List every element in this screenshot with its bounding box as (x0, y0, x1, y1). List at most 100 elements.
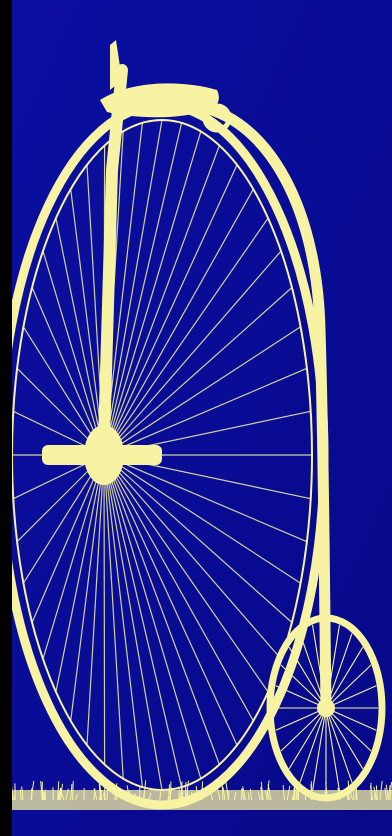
big-wheel-spoke (103, 454, 269, 693)
big-wheel-spoke (103, 122, 183, 456)
grass-blade (75, 793, 79, 801)
left-border (0, 0, 12, 836)
penny-farthing-icon (12, 0, 392, 836)
small-wheel-spoke (325, 664, 372, 709)
grass-blade (65, 788, 69, 801)
grass-blade (234, 792, 237, 801)
grass-blade (52, 787, 54, 801)
small-wheel-spoke (280, 664, 327, 709)
handlebar (110, 40, 122, 90)
grass-blade (286, 785, 291, 801)
grass-blade (222, 787, 226, 801)
big-wheel-spoke (103, 454, 106, 765)
grass-blade (369, 785, 374, 801)
grass-blade (221, 784, 224, 801)
grass-blade (57, 781, 60, 801)
big-wheel-spoke (55, 454, 105, 693)
grass-blade (148, 792, 152, 801)
big-wheel-spoke (103, 188, 254, 456)
saddle-spring-ring (202, 103, 232, 133)
big-wheel-spoke (103, 217, 269, 456)
background (12, 0, 392, 836)
grass-blade (103, 793, 106, 801)
grass-blade (58, 788, 62, 801)
big-wheel-spoke (42, 454, 105, 660)
grass-blade (12, 788, 14, 801)
frame-backbone (181, 99, 332, 714)
grass-blade (159, 791, 162, 801)
small-wheel-spoke (275, 685, 327, 709)
big-wheel-spoke (103, 454, 202, 779)
small-wheel-spoke (325, 707, 353, 783)
big-wheel-spoke (103, 164, 238, 456)
small-wheel-spoke (325, 707, 377, 731)
big-wheel-spoke (31, 454, 105, 623)
grass-blade (180, 781, 183, 801)
grass-blade (353, 792, 355, 801)
saddle (100, 83, 219, 118)
grass-blade (375, 785, 378, 801)
small-wheel-spoke (325, 707, 341, 792)
small-wheel-spoke (325, 685, 377, 709)
big-wheel-spoke (103, 454, 124, 779)
grass-blade (168, 784, 170, 801)
grass-blade (373, 786, 378, 801)
big-wheel-spoke (103, 454, 301, 584)
grass-blade (98, 783, 101, 801)
grass-blade (72, 781, 74, 801)
grass-blade (42, 790, 46, 801)
small-wheel-spoke (275, 707, 327, 731)
grass-blade (57, 787, 62, 801)
small-wheel-spoke (299, 707, 327, 783)
big-wheel-spoke (103, 454, 143, 788)
big-wheel-spoke (103, 454, 163, 791)
grass-blade (249, 788, 253, 801)
grass-blade (240, 788, 244, 801)
big-wheel-spoke (103, 250, 282, 456)
small-wheel-spoke (325, 707, 364, 770)
big-wheel-spoke (55, 217, 105, 456)
big-wheel-spoke (103, 454, 254, 722)
grass-blade (260, 787, 264, 801)
grass-blade (21, 786, 24, 801)
grass-blade (240, 788, 245, 801)
grass-blade (225, 781, 230, 801)
grass-blade (143, 780, 147, 801)
grass-blade (59, 783, 63, 801)
grass-blade (266, 780, 270, 801)
big-wheel-spoke (31, 287, 105, 456)
big-wheel-spoke (86, 454, 105, 746)
grass-blade (267, 784, 272, 801)
small-wheel-spoke (288, 646, 327, 709)
small-wheel-spoke (325, 707, 372, 752)
big-wheel-spoke (70, 189, 105, 456)
big-wheel-spoke (103, 145, 220, 456)
bicycle-illustration (12, 0, 392, 836)
small-wheel-spoke (288, 707, 327, 770)
big-wheel-spoke (103, 454, 220, 765)
grass-blade (41, 792, 44, 801)
grass-blade (217, 789, 221, 801)
grass-blade (40, 780, 43, 801)
big-wheel-spoke (103, 131, 202, 456)
grass-blade (257, 791, 261, 801)
big-wheel-spoke (103, 454, 238, 746)
axle-pedals (42, 445, 162, 465)
grass-blade (93, 788, 98, 801)
grass-blade (248, 792, 250, 801)
grass-blade (103, 792, 106, 801)
big-wheel-spoke (103, 454, 282, 660)
grass-blade (379, 780, 383, 801)
small-wheel-spoke (325, 646, 364, 709)
big-wheel-spokes (12, 119, 312, 791)
grass-blade (389, 782, 392, 801)
grass-blade (242, 786, 246, 801)
big-wheel-spoke (42, 250, 105, 456)
big-wheel-spoke (103, 326, 301, 456)
grass-blade (282, 785, 285, 801)
big-wheel-spoke (103, 119, 163, 456)
big-wheel-spoke (70, 454, 105, 721)
small-wheel-spoke (280, 707, 327, 752)
big-wheel-spoke (103, 287, 293, 456)
